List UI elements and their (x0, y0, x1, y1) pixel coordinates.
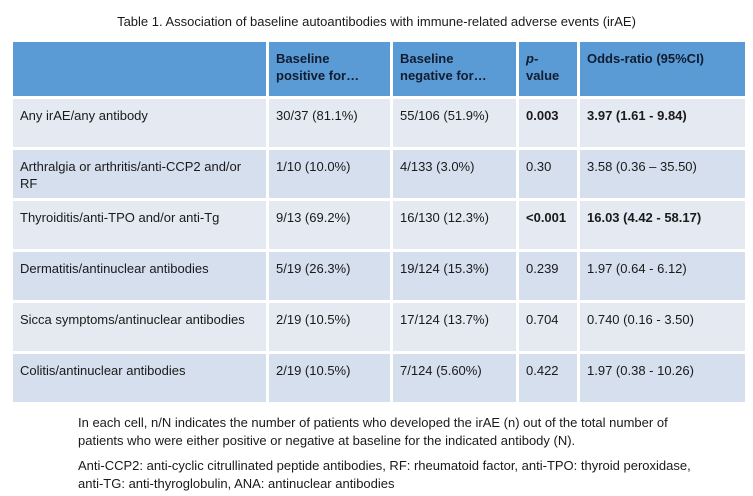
cell-odds-ratio: 3.97 (1.61 - 9.84) (577, 96, 748, 150)
footnote-cell-definition: In each cell, n/N indicates the number o… (78, 415, 668, 448)
cell-baseline-negative: 16/130 (12.3%) (390, 198, 519, 252)
table-row: Sicca symptoms/antinuclear antibodies 2/1… (10, 300, 748, 354)
header-baseline-positive: Baseline positive for… (266, 39, 393, 99)
table-row: Arthralgia or arthritis/anti-CCP2 and/or… (10, 147, 748, 201)
table-row: Any irAE/any antibody 30/37 (81.1%) 55/106… (10, 96, 748, 150)
cell-odds-ratio: 1.97 (0.64 - 6.12) (577, 249, 748, 303)
cell-p-value: 0.422 (516, 351, 580, 405)
cell-baseline-positive: 2/19 (10.5%) (266, 351, 393, 405)
cell-row-label: Any irAE/any antibody (10, 96, 269, 150)
header-row: Baseline positive for… Baseline negative… (10, 39, 748, 99)
table-row: Colitis/antinuclear antibodies 2/19 (10.5… (10, 351, 748, 405)
cell-row-label: Dermatitis/antinuclear antibodies (10, 249, 269, 303)
cell-baseline-positive: 2/19 (10.5%) (266, 300, 393, 354)
cell-baseline-negative: 7/124 (5.60%) (390, 351, 519, 405)
cell-baseline-negative: 55/106 (51.9%) (390, 96, 519, 150)
cell-p-value: <0.001 (516, 198, 580, 252)
cell-row-label: Thyroiditis/anti-TPO and/or anti-Tg (10, 198, 269, 252)
table-row: Thyroiditis/anti-TPO and/or anti-Tg 9/13 … (10, 198, 748, 252)
table-caption: Table 1. Association of baseline autoant… (117, 14, 636, 29)
results-table: Baseline positive for… Baseline negative… (10, 39, 748, 405)
cell-baseline-positive: 9/13 (69.2%) (266, 198, 393, 252)
cell-p-value: 0.704 (516, 300, 580, 354)
cell-baseline-negative: 17/124 (13.7%) (390, 300, 519, 354)
footnotes: In each cell, n/N indicates the number o… (78, 414, 702, 493)
footnote-abbreviations: Anti-CCP2: anti-cyclic citrullinated pep… (78, 458, 691, 491)
table-row: Dermatitis/antinuclear antibodies 5/19 (2… (10, 249, 748, 303)
cell-p-value: 0.30 (516, 147, 580, 201)
cell-p-value: 0.239 (516, 249, 580, 303)
table-body: Any irAE/any antibody 30/37 (81.1%) 55/106… (10, 96, 748, 405)
cell-baseline-positive: 30/37 (81.1%) (266, 96, 393, 150)
header-odds-ratio: Odds-ratio (95%CI) (577, 39, 748, 99)
cell-p-value: 0.003 (516, 96, 580, 150)
header-p-value: p-value (516, 39, 580, 99)
cell-row-label: Sicca symptoms/antinuclear antibodies (10, 300, 269, 354)
cell-baseline-positive: 5/19 (26.3%) (266, 249, 393, 303)
cell-odds-ratio: 3.58 (0.36 – 35.50) (577, 147, 748, 201)
cell-odds-ratio: 16.03 (4.42 - 58.17) (577, 198, 748, 252)
header-empty-cell (10, 39, 269, 99)
page: Table 1. Association of baseline autoant… (0, 13, 753, 493)
cell-baseline-positive: 1/10 (10.0%) (266, 147, 393, 201)
cell-odds-ratio: 0.740 (0.16 - 3.50) (577, 300, 748, 354)
cell-odds-ratio: 1.97 (0.38 - 10.26) (577, 351, 748, 405)
header-baseline-negative: Baseline negative for… (390, 39, 519, 99)
cell-baseline-negative: 4/133 (3.0%) (390, 147, 519, 201)
cell-row-label: Colitis/antinuclear antibodies (10, 351, 269, 405)
cell-baseline-negative: 19/124 (15.3%) (390, 249, 519, 303)
cell-row-label: Arthralgia or arthritis/anti-CCP2 and/or… (10, 147, 269, 201)
